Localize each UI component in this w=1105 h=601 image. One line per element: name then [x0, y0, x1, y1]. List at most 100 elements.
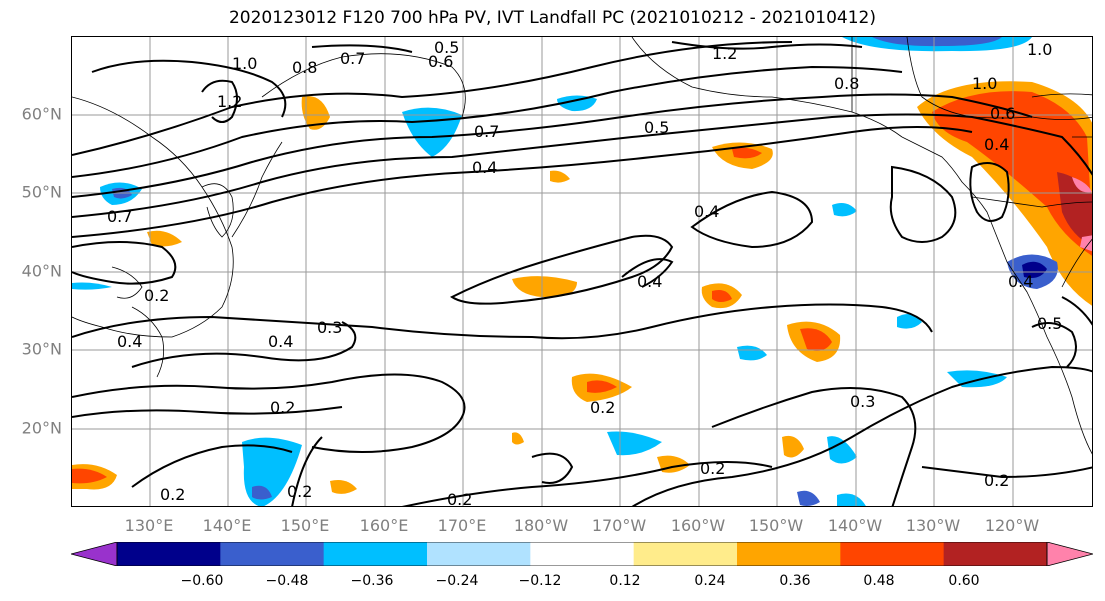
contour-label: 0.3 [850, 392, 875, 411]
contour-label: 1.2 [712, 44, 737, 63]
lon-label: 130°E [124, 516, 174, 535]
colorbar [71, 542, 1093, 566]
shade-positive-3-core [712, 290, 732, 302]
shade-negative-top-core [872, 37, 1002, 47]
colorbar-tick-label: 0.24 [694, 573, 726, 589]
shade-positive-13 [512, 432, 524, 445]
shade-positive-2 [512, 276, 577, 298]
colorbar-cell [117, 542, 221, 566]
colorbar-cell [427, 542, 531, 566]
lon-label: 150°W [748, 516, 804, 535]
shade-positive-9 [782, 435, 804, 458]
lon-label: 140°E [202, 516, 252, 535]
contour-label: 0.6 [428, 52, 453, 71]
contour-label: 0.5 [434, 38, 459, 57]
shade-positive-5-core [587, 380, 617, 393]
colorbar-extend-high [1046, 542, 1093, 566]
plot-title: 2020123012 F120 700 hPa PV, IVT Landfall… [228, 8, 876, 28]
colorbar-tick-label: −0.12 [518, 573, 562, 589]
shade-negative-3 [737, 345, 767, 361]
contour-label: 1.0 [972, 74, 997, 93]
contour-label: 0.7 [474, 122, 499, 141]
shade-positive-4-core [800, 328, 832, 351]
contour-label: 0.4 [694, 202, 719, 221]
colorbar-tick-label: −0.36 [350, 573, 394, 589]
contour-label: 0.6 [990, 104, 1015, 123]
lon-label: 160°W [670, 516, 726, 535]
lon-label: 130°W [905, 516, 961, 535]
shade-negative-7 [827, 436, 857, 464]
colorbar-cell [840, 542, 945, 566]
contour-label: 0.8 [292, 58, 317, 77]
contour-label: 0.2 [984, 471, 1009, 490]
shade-positive-12 [550, 170, 570, 183]
contour-label: 0.2 [160, 485, 185, 504]
lat-label: 20°N [21, 418, 62, 438]
shade-positive-6 [301, 96, 330, 130]
colorbar-cell [220, 542, 325, 566]
lat-label: 50°N [21, 182, 62, 202]
map-svg: 0.5 0.7 0.6 1.2 1.0 0.8 1.0 1.2 0.8 1.0 … [72, 37, 1092, 507]
lon-label: 170°W [591, 516, 647, 535]
shade-positive-7 [147, 230, 182, 247]
colorbar-tick-label: −0.60 [180, 573, 224, 589]
colorbar-tick-label: 0.48 [863, 573, 895, 589]
contour-label: 0.4 [117, 332, 142, 351]
colorbar-cell [943, 542, 1048, 566]
shade-negative-6-core [252, 485, 272, 500]
colorbar-cell [530, 542, 635, 566]
lat-label: 40°N [21, 261, 62, 281]
contour-label: 0.7 [340, 49, 365, 68]
colorbar-tick-label: 0.12 [609, 573, 641, 589]
lon-label: 170°E [437, 516, 487, 535]
contour-label: 1.0 [232, 54, 257, 73]
contour-label: 0.2 [590, 398, 615, 417]
shade-negative-10 [72, 282, 112, 290]
lon-label: 160°E [359, 516, 409, 535]
shade-positive-coast-core [932, 91, 1092, 256]
contour-label: 0.4 [984, 135, 1009, 154]
contour-label: 0.2 [144, 286, 169, 305]
pv-contours [72, 41, 1092, 506]
shade-positive-coast-pink [1072, 177, 1092, 193]
lon-label: 140°W [827, 516, 883, 535]
contour-label: 0.5 [644, 118, 669, 137]
shade-positive-10-core [72, 468, 107, 484]
lat-label: 30°N [21, 339, 62, 359]
lat-label: 60°N [21, 104, 62, 124]
lon-label: 120°W [984, 516, 1040, 535]
colorbar-tick-label: 0.36 [779, 573, 811, 589]
colorbar-cells [71, 542, 1093, 566]
colorbar-tick-label: 0.60 [948, 573, 980, 589]
shade-positive-11 [330, 480, 357, 494]
lon-label: 180°W [513, 516, 569, 535]
colorbar-cell [323, 542, 428, 566]
lon-label: 150°E [280, 516, 330, 535]
shade-negative-2 [947, 370, 1007, 388]
shade-negative-4 [897, 313, 922, 329]
contour-label: 0.2 [700, 459, 725, 478]
contour-label: 0.8 [834, 74, 859, 93]
contour-label: 0.4 [1008, 272, 1033, 291]
colorbar-frame [116, 542, 1048, 566]
contour-label: 0.5 [1037, 314, 1062, 333]
colorbar-cell [737, 542, 841, 566]
colorbar-tick-label: −0.24 [435, 573, 479, 589]
contour-label: 0.4 [637, 272, 662, 291]
contour-label: 1.2 [217, 92, 242, 111]
contour-label-group: 0.5 0.7 0.6 1.2 1.0 0.8 1.0 1.2 0.8 1.0 … [107, 38, 1062, 507]
contour-label: 0.4 [472, 158, 497, 177]
shade-positive-coast-pink2 [1080, 235, 1092, 252]
colorbar-cell [633, 542, 738, 566]
shade-negative-9 [837, 493, 866, 506]
colorbar-tick-label: −0.48 [265, 573, 309, 589]
contour-label: 0.3 [317, 318, 342, 337]
shade-positive-1-core [732, 147, 762, 159]
contour-label: 0.4 [268, 332, 293, 351]
contour-label: 0.7 [107, 207, 132, 226]
shade-negative-calif-core [1022, 261, 1047, 278]
shade-negative-8 [797, 490, 820, 506]
map-panel: 0.5 0.7 0.6 1.2 1.0 0.8 1.0 1.2 0.8 1.0 … [71, 36, 1093, 507]
contour-label: 1.0 [1027, 40, 1052, 59]
contour-label: 0.2 [447, 490, 472, 507]
